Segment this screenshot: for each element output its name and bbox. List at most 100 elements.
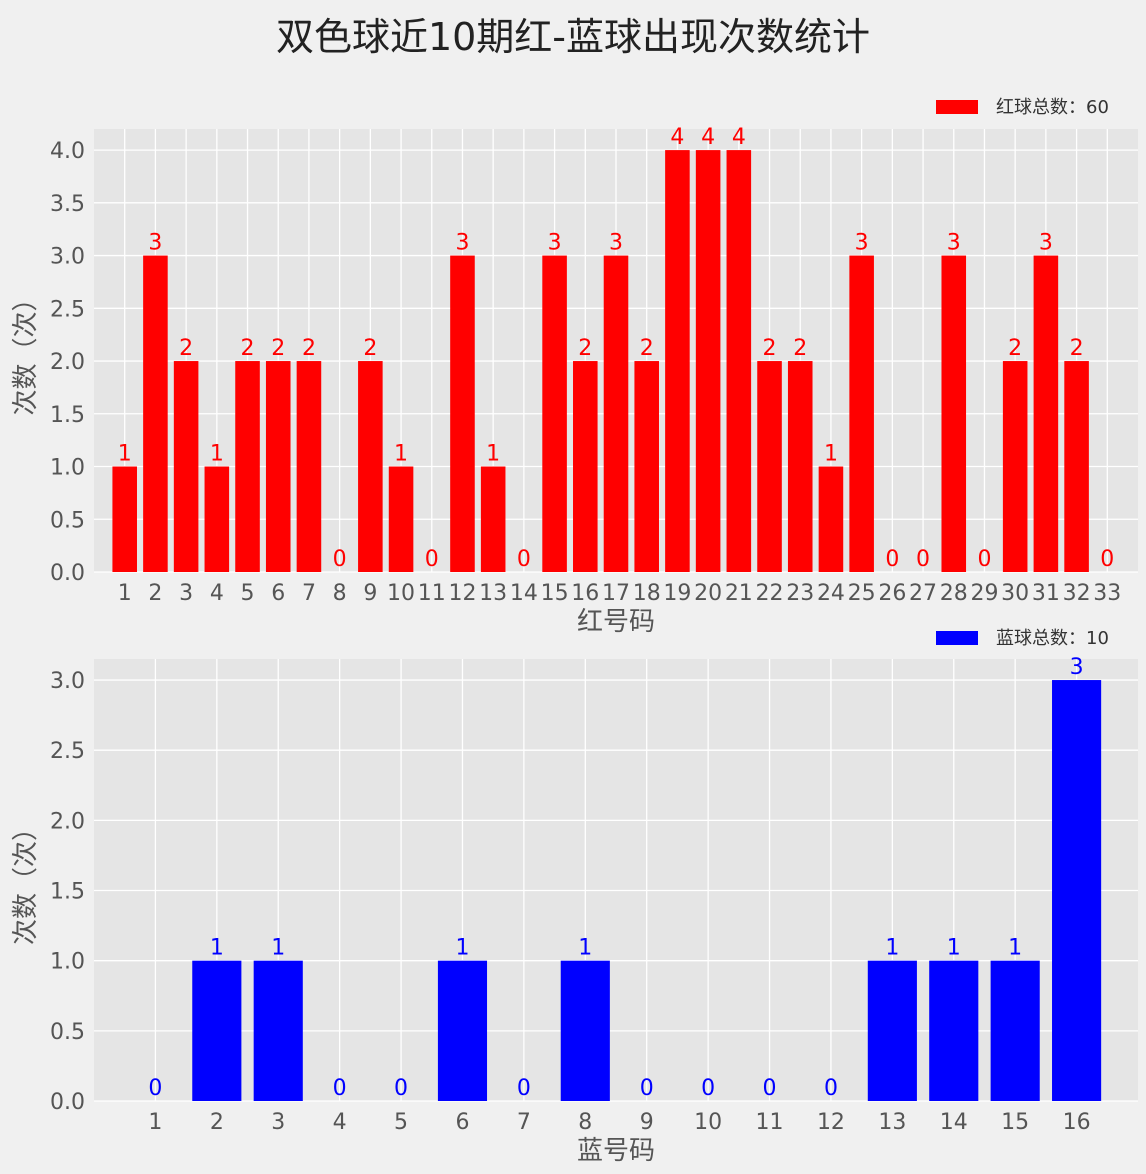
x-tick-label: 14 xyxy=(940,1110,968,1135)
y-tick-label: 1.5 xyxy=(50,880,85,905)
bar xyxy=(695,150,721,572)
x-tick-label: 15 xyxy=(1001,1110,1029,1135)
bar xyxy=(253,960,303,1101)
bar-value-label: 0 xyxy=(425,547,439,572)
x-tick-label: 21 xyxy=(725,581,753,606)
bar-value-label: 4 xyxy=(701,125,715,150)
x-tick-label: 24 xyxy=(817,581,845,606)
bar-value-label: 0 xyxy=(1100,547,1114,572)
y-tick-label: 1.0 xyxy=(50,456,85,481)
x-tick-label: 11 xyxy=(756,1110,784,1135)
bar-value-label: 1 xyxy=(947,936,961,961)
bar-value-label: 2 xyxy=(763,336,777,361)
x-tick-label: 3 xyxy=(179,581,193,606)
bar-value-label: 1 xyxy=(824,442,838,467)
bar xyxy=(1002,361,1028,572)
y-tick-label: 1.0 xyxy=(50,950,85,975)
x-tick-label: 13 xyxy=(878,1110,906,1135)
bar-value-label: 1 xyxy=(271,936,285,961)
bar-value-label: 0 xyxy=(763,1076,777,1101)
y-tick-label: 3.5 xyxy=(50,192,85,217)
bar-value-label: 1 xyxy=(1008,936,1022,961)
bar xyxy=(560,960,610,1101)
bar-value-label: 2 xyxy=(241,336,255,361)
x-tick-label: 2 xyxy=(210,1110,224,1135)
bar-value-label: 2 xyxy=(640,336,654,361)
bar xyxy=(634,361,659,572)
x-tick-label: 6 xyxy=(271,581,285,606)
x-tick-label: 9 xyxy=(363,581,377,606)
chart-title: 双色球近10期红-蓝球出现次数统计 xyxy=(275,15,871,59)
bar xyxy=(204,466,230,572)
y-tick-label: 3.0 xyxy=(50,669,85,694)
y-axis-label: 次数（次） xyxy=(11,285,41,415)
x-tick-label: 9 xyxy=(640,1110,654,1135)
bar-value-label: 1 xyxy=(210,936,224,961)
y-tick-label: 0.0 xyxy=(50,561,85,586)
bar-value-label: 0 xyxy=(701,1076,715,1101)
bar-value-label: 2 xyxy=(363,336,377,361)
bar xyxy=(1033,255,1059,573)
bar-value-label: 0 xyxy=(333,1076,347,1101)
x-tick-label: 13 xyxy=(479,581,507,606)
x-tick-label: 3 xyxy=(271,1110,285,1135)
bar-value-label: 0 xyxy=(148,1076,162,1101)
x-tick-label: 27 xyxy=(909,581,937,606)
x-tick-label: 22 xyxy=(756,581,784,606)
y-tick-label: 2.0 xyxy=(50,809,85,834)
x-axis-label: 蓝号码 xyxy=(577,1136,655,1166)
x-tick-label: 31 xyxy=(1032,581,1060,606)
x-tick-label: 6 xyxy=(455,1110,469,1135)
x-axis-label: 红号码 xyxy=(577,607,655,637)
x-tick-label: 25 xyxy=(848,581,876,606)
bar-value-label: 1 xyxy=(578,936,592,961)
x-tick-label: 17 xyxy=(602,581,630,606)
bar-value-label: 3 xyxy=(148,231,162,256)
bar-value-label: 1 xyxy=(118,442,132,467)
y-axis-label: 次数（次） xyxy=(11,815,41,945)
bar-value-label: 0 xyxy=(977,547,991,572)
y-tick-label: 4.0 xyxy=(50,139,85,164)
bar-value-label: 0 xyxy=(517,547,531,572)
bar xyxy=(573,361,598,572)
x-tick-label: 14 xyxy=(510,581,538,606)
bar xyxy=(787,361,813,572)
bar-value-label: 2 xyxy=(1008,336,1022,361)
x-tick-label: 18 xyxy=(633,581,661,606)
bar xyxy=(265,361,291,572)
x-tick-label: 15 xyxy=(541,581,569,606)
bar-value-label: 3 xyxy=(1039,231,1053,256)
x-tick-label: 5 xyxy=(394,1110,408,1135)
y-tick-label: 0.5 xyxy=(50,508,85,533)
bar-value-label: 4 xyxy=(732,125,746,150)
bar-value-label: 0 xyxy=(517,1076,531,1101)
bar xyxy=(603,255,629,573)
bar-value-label: 3 xyxy=(855,231,869,256)
x-tick-label: 32 xyxy=(1063,581,1091,606)
x-tick-label: 19 xyxy=(663,581,691,606)
bar-value-label: 3 xyxy=(548,231,562,256)
x-tick-label: 20 xyxy=(694,581,722,606)
x-tick-label: 16 xyxy=(1063,1110,1091,1135)
bar-value-label: 3 xyxy=(609,231,623,256)
x-tick-label: 33 xyxy=(1093,581,1121,606)
bar xyxy=(1052,680,1102,1101)
plot-area xyxy=(94,659,1138,1101)
y-tick-label: 2.0 xyxy=(50,350,85,375)
bar xyxy=(192,960,242,1101)
bar xyxy=(358,361,383,572)
bar xyxy=(665,150,690,572)
x-tick-label: 11 xyxy=(418,581,446,606)
bar xyxy=(388,466,414,572)
bar xyxy=(542,255,567,573)
legend-label: 蓝球总数：10 xyxy=(996,628,1109,649)
bar-value-label: 2 xyxy=(1070,336,1084,361)
bar xyxy=(112,466,137,572)
bar xyxy=(929,960,979,1101)
x-tick-label: 7 xyxy=(302,581,316,606)
bar xyxy=(173,361,199,572)
bar xyxy=(867,960,917,1101)
x-tick-label: 29 xyxy=(970,581,998,606)
bar-value-label: 3 xyxy=(947,231,961,256)
